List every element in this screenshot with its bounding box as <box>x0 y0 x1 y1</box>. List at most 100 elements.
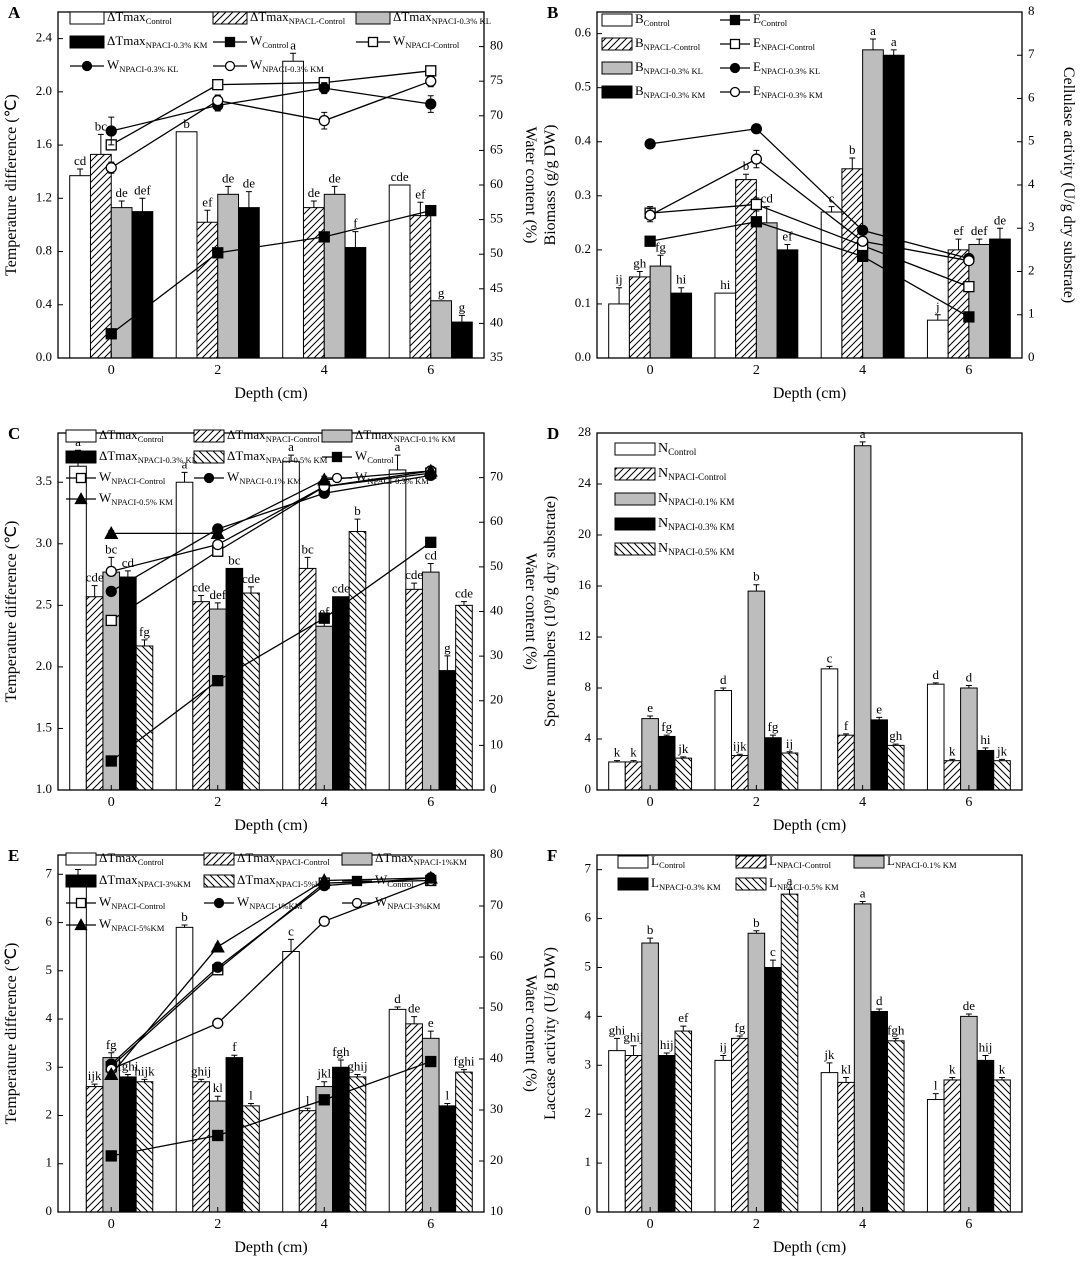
bar-n-npaci-0-1-km-depth-2 <box>747 590 766 791</box>
legend-label: WNPACI-0.3% KM <box>355 469 429 486</box>
significance-letter: jk <box>823 1047 835 1062</box>
significance-letter: fg <box>768 719 779 734</box>
point-e-npaci-0-3-kl-depth-2 <box>750 123 763 135</box>
significance-letter: def <box>209 587 226 602</box>
y-tick-label: 0.8 <box>36 243 52 258</box>
legend-series-name: E <box>753 35 761 50</box>
y2-tick-label: 50 <box>490 558 503 573</box>
legend-series-subscript: NPACL-Control <box>289 16 346 26</box>
error-bar <box>663 1052 670 1056</box>
error-bar <box>932 1093 939 1100</box>
y2-tick-label: 80 <box>490 38 503 53</box>
legend: LControl LNPACI-Control LNPACI-0.1% KMLNPA… <box>617 853 957 892</box>
bar-l-npaci-0-5-km-depth-0 <box>674 1030 693 1213</box>
error-bar <box>786 888 793 895</box>
significance-letter: fg <box>655 239 666 254</box>
error-bar <box>245 191 252 208</box>
significance-letter: f <box>232 1039 237 1054</box>
x-tick-label: 4 <box>859 363 866 378</box>
y-tick-label: 1.2 <box>36 189 52 204</box>
legend-series-name: L <box>887 853 895 868</box>
point-w-control-depth-4 <box>318 231 330 243</box>
bar-tmax-npaci-0-3-kl-depth-4 <box>323 193 346 359</box>
bar-tmax-npaci-control-depth-6 <box>405 1023 423 1213</box>
bar-tmax-npaci-control-depth-0 <box>85 1086 104 1213</box>
legend-series-name: W <box>99 469 112 484</box>
y2-tick-label: 40 <box>490 314 503 329</box>
significance-letter: fg <box>661 719 672 734</box>
legend-swatch-white <box>69 11 105 25</box>
legend-series-subscript: NPACI-0.3% KM <box>262 64 324 74</box>
significance-letter: kl <box>213 1080 224 1095</box>
legend-label: NNPACI-0.5% KM <box>658 541 734 557</box>
y-tick-label: 0.2 <box>575 241 591 256</box>
error-bar <box>955 238 962 250</box>
significance-letter: a <box>395 439 401 454</box>
significance-letter: l <box>446 1087 450 1102</box>
bar-n-control-depth-4 <box>820 668 839 791</box>
point-e-npaci-0-3-km-depth-6 <box>963 255 975 267</box>
x-tick-label: 2 <box>214 1217 221 1232</box>
y-axis-label: Biomass (g/g DW) <box>542 125 559 246</box>
significance-letter: ef <box>953 223 964 238</box>
legend-series-subscript: NPACI-0.1% KM <box>895 860 957 870</box>
bar-l-npaci-0-5-km-depth-6 <box>993 1079 1011 1213</box>
legend-marker-triangle-filled <box>74 492 88 505</box>
y-tick-label: 1.5 <box>36 719 52 734</box>
bar-b-npaci-0-3-km-depth-6 <box>989 238 1011 359</box>
y-tick-label: 6 <box>585 910 592 925</box>
significance-letter: ijk <box>88 1068 102 1083</box>
error-bar <box>352 231 359 248</box>
error-bar <box>108 1052 115 1058</box>
x-tick-label: 6 <box>965 1217 972 1232</box>
legend-label: NNPACI-0.1% KM <box>658 491 734 507</box>
point-w-npaci-0-5-km-depth-6 <box>423 463 438 477</box>
legend-series-subscript: NPACI-Control <box>405 40 460 50</box>
legend-series-subscript: Control <box>138 857 165 867</box>
bar-l-npaci-control-depth-4 <box>837 1081 855 1213</box>
legend-series-subscript: Control <box>387 879 414 889</box>
error-bar <box>304 1107 311 1111</box>
bar-tmax-npaci-0-3-km-depth-6 <box>438 670 457 791</box>
legend-marker-square-filled <box>224 36 236 48</box>
significance-letter: ij <box>720 1040 727 1055</box>
y2-axis-label: Cellulase activity (U/g dry substrate) <box>1060 67 1077 303</box>
bar-tmax-npaci-3-km-depth-0 <box>119 1076 137 1213</box>
legend-label: WNPACI-Control <box>99 894 166 911</box>
bar-n-npaci-0-3-km-depth-4 <box>870 719 888 791</box>
error-bar <box>288 454 295 462</box>
significance-letter: cd <box>761 191 774 206</box>
bar-n-npaci-0-3-km-depth-0 <box>657 735 676 791</box>
y2-tick-label: 30 <box>490 647 503 662</box>
significance-letter: hij <box>660 1037 674 1052</box>
point-w-npaci-0-3-km-depth-2 <box>212 538 224 551</box>
significance-letter: ghij <box>191 1063 211 1078</box>
bar-group: abcdijkghijldefgkljklefghiffghlhijklghij… <box>69 853 475 1213</box>
legend-swatch-hatch <box>614 467 656 481</box>
error-bar <box>124 1074 131 1077</box>
legend-label: LNPACI-0.5% KM <box>769 875 839 892</box>
error-bar <box>890 49 897 56</box>
y-tick-label: 20 <box>578 526 591 541</box>
significance-letter: a <box>860 885 866 900</box>
error-bar <box>460 601 467 606</box>
legend-series-name: E <box>753 11 761 26</box>
y-tick-label: 0.1 <box>575 295 591 310</box>
y2-tick-label: 10 <box>490 1203 503 1218</box>
significance-letter: de <box>115 185 128 200</box>
y-tick-label: 0.3 <box>575 187 591 202</box>
y2-tick-label: 70 <box>490 107 503 122</box>
error-bar <box>769 734 776 738</box>
significance-letter: fg <box>734 1020 745 1035</box>
bar-n-npaci-0-1-km-depth-0 <box>641 718 659 791</box>
y-tick-label: 0.4 <box>575 133 592 148</box>
point-w-npaci-0-5-km-depth-4 <box>317 472 332 486</box>
legend-label: ΔTmaxNPACI-Control <box>237 850 330 867</box>
significance-letter: fghi <box>117 1059 138 1074</box>
y2-tick-label: 60 <box>490 948 503 963</box>
y-tick-label: 2.0 <box>36 83 52 98</box>
legend-label: LNPACI-Control <box>769 853 832 870</box>
legend-swatch-hatch-back <box>203 874 235 888</box>
legend-series-name: N <box>658 541 668 556</box>
